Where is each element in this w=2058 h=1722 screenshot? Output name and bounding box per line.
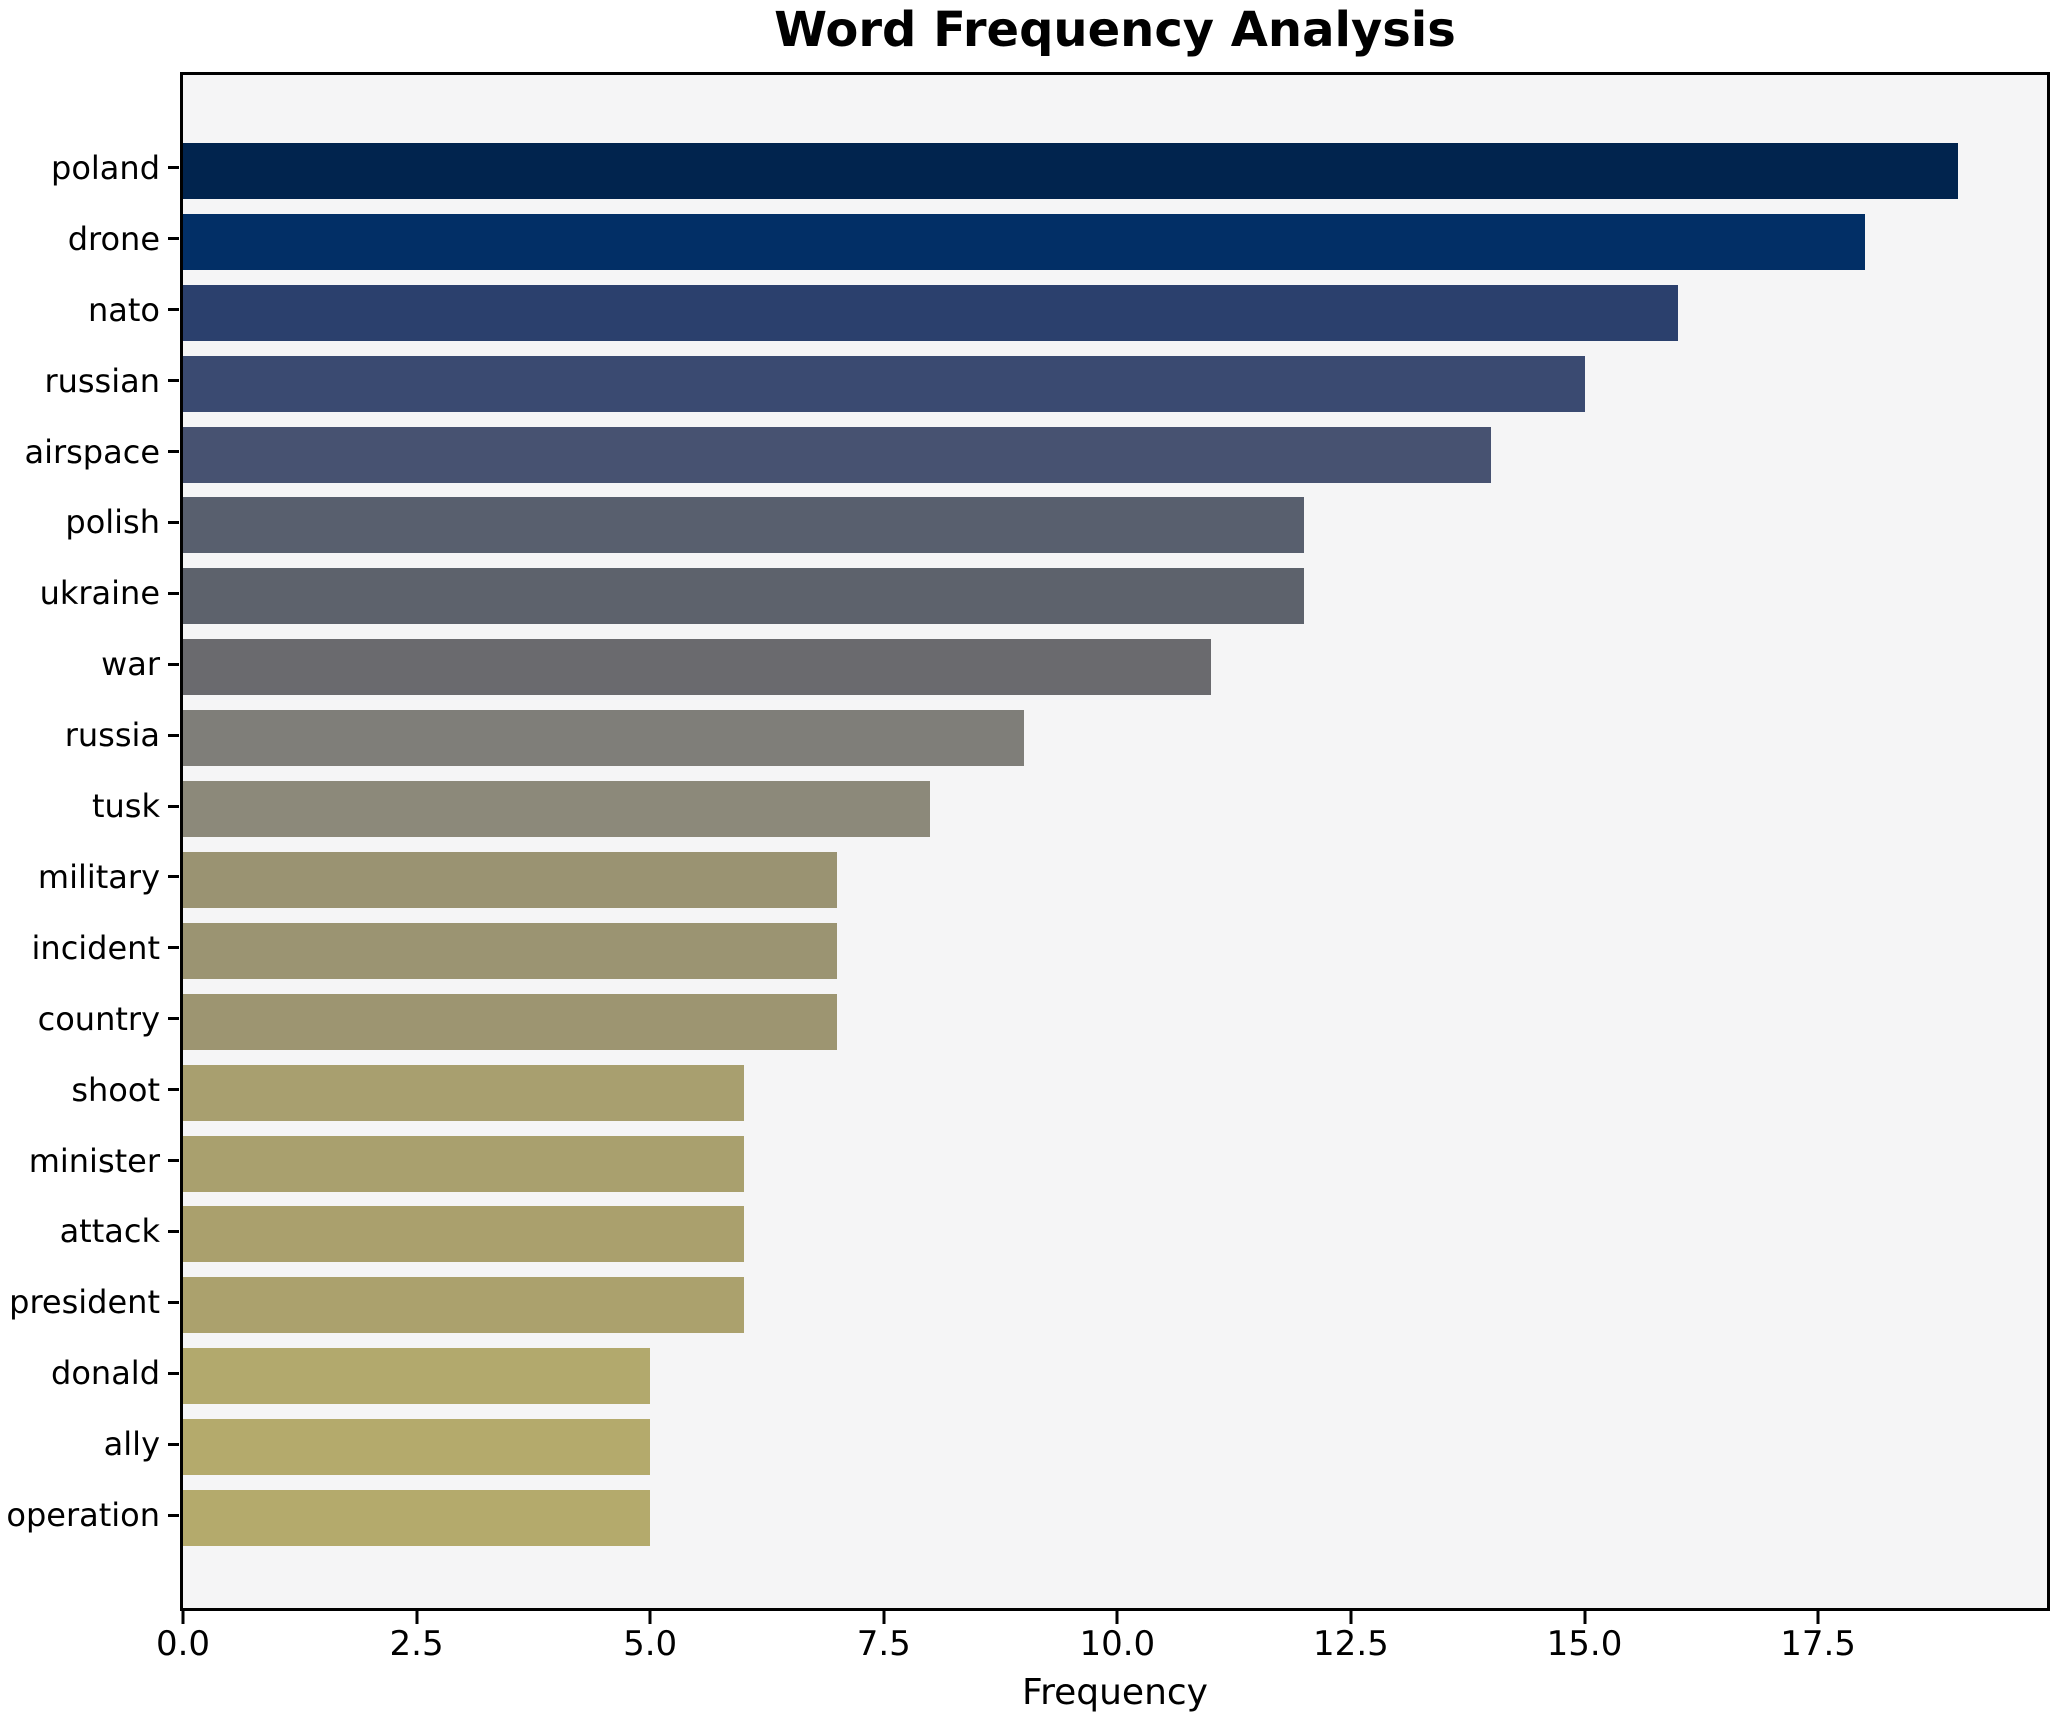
bars-container [183, 75, 2047, 1608]
frequency-bar-tusk [183, 781, 931, 838]
x-tick-mark [1816, 1611, 1820, 1624]
frequency-bar-operation [183, 1490, 651, 1547]
x-tick-label: 0.0 [155, 1624, 211, 1664]
y-tick-label: war [101, 645, 160, 684]
y-tick-label: polish [65, 503, 160, 542]
y-tick-label: donald [51, 1354, 160, 1393]
frequency-bar-country [183, 993, 838, 1050]
x-tick-mark [1583, 1611, 1586, 1624]
frequency-bar-polish [183, 497, 1305, 554]
y-tick-label: airspace [24, 432, 160, 471]
x-tick-label: 10.0 [1079, 1624, 1156, 1664]
x-tick-label: 12.5 [1313, 1624, 1389, 1664]
frequency-bar-nato [183, 284, 1678, 341]
frequency-bar-minister [183, 1135, 744, 1192]
frequency-bar-war [183, 639, 1211, 696]
x-tick-mark [415, 1611, 419, 1624]
plot-area [180, 72, 2050, 1624]
y-tick-mark [168, 875, 179, 879]
y-tick-mark [168, 379, 179, 383]
y-tick-label: russia [64, 716, 160, 755]
y-tick-mark [168, 1229, 179, 1233]
x-axis-title: Frequency [1022, 1672, 1208, 1713]
y-tick-mark [168, 1017, 179, 1021]
frequency-bar-donald [183, 1348, 651, 1405]
y-tick-mark [168, 520, 179, 524]
y-tick-label: ukraine [39, 574, 160, 613]
y-tick-mark [168, 1159, 179, 1163]
x-tick-label: 2.5 [389, 1624, 444, 1664]
y-tick-mark [168, 308, 179, 312]
x-tick-mark [181, 1611, 185, 1624]
y-tick-mark [168, 1513, 179, 1517]
y-tick-label: shoot [71, 1070, 160, 1109]
y-tick-mark [168, 1371, 179, 1375]
x-tick-mark [648, 1611, 652, 1624]
y-tick-label: incident [31, 928, 160, 967]
frequency-bar-drone [183, 213, 1865, 270]
x-tick-label: 15.0 [1546, 1624, 1623, 1664]
x-tick-label: 17.5 [1780, 1624, 1856, 1664]
y-tick-label: operation [6, 1496, 160, 1535]
y-tick-label: russian [44, 361, 160, 400]
frequency-bar-poland [183, 142, 1959, 199]
y-tick-mark [168, 1088, 179, 1092]
x-tick-mark [1115, 1611, 1119, 1624]
y-tick-mark [168, 662, 179, 666]
y-tick-label: poland [51, 148, 160, 187]
y-tick-mark [168, 1442, 179, 1446]
y-tick-label: ally [103, 1425, 160, 1464]
frequency-bar-ukraine [183, 568, 1305, 625]
frequency-bar-russia [183, 710, 1024, 767]
y-tick-mark [168, 237, 179, 241]
y-tick-label: tusk [91, 787, 160, 826]
y-tick-mark [168, 946, 179, 950]
x-tick-mark [1349, 1611, 1353, 1624]
frequency-bar-shoot [183, 1064, 744, 1121]
y-tick-label: drone [67, 219, 160, 258]
y-tick-label: attack [59, 1212, 160, 1251]
x-tick-mark [882, 1611, 886, 1624]
y-tick-mark [168, 804, 179, 808]
y-tick-label: country [37, 999, 160, 1038]
y-axis-labels: poland drone nato russian airspace polish ukra… [0, 72, 160, 1611]
y-tick-label: minister [28, 1141, 160, 1180]
y-tick-mark [168, 1300, 179, 1304]
frequency-bar-ally [183, 1419, 651, 1476]
y-tick-mark [168, 733, 179, 737]
frequency-bar-airspace [183, 426, 1492, 483]
x-tick-label: 5.0 [623, 1624, 678, 1664]
frequency-bar-military [183, 851, 838, 908]
frequency-bar-attack [183, 1206, 744, 1263]
y-tick-mark [168, 591, 179, 595]
frequency-bar-incident [183, 922, 838, 979]
y-tick-label: president [9, 1283, 160, 1322]
y-tick-mark [168, 166, 179, 170]
y-tick-label: nato [87, 290, 160, 329]
y-tick-mark [168, 450, 179, 454]
chart-title: Word Frequency Analysis [774, 2, 1456, 58]
x-tick-label: 7.5 [856, 1624, 911, 1664]
frequency-bar-russian [183, 355, 1585, 412]
y-tick-label: military [37, 857, 160, 896]
frequency-bar-president [183, 1277, 744, 1334]
